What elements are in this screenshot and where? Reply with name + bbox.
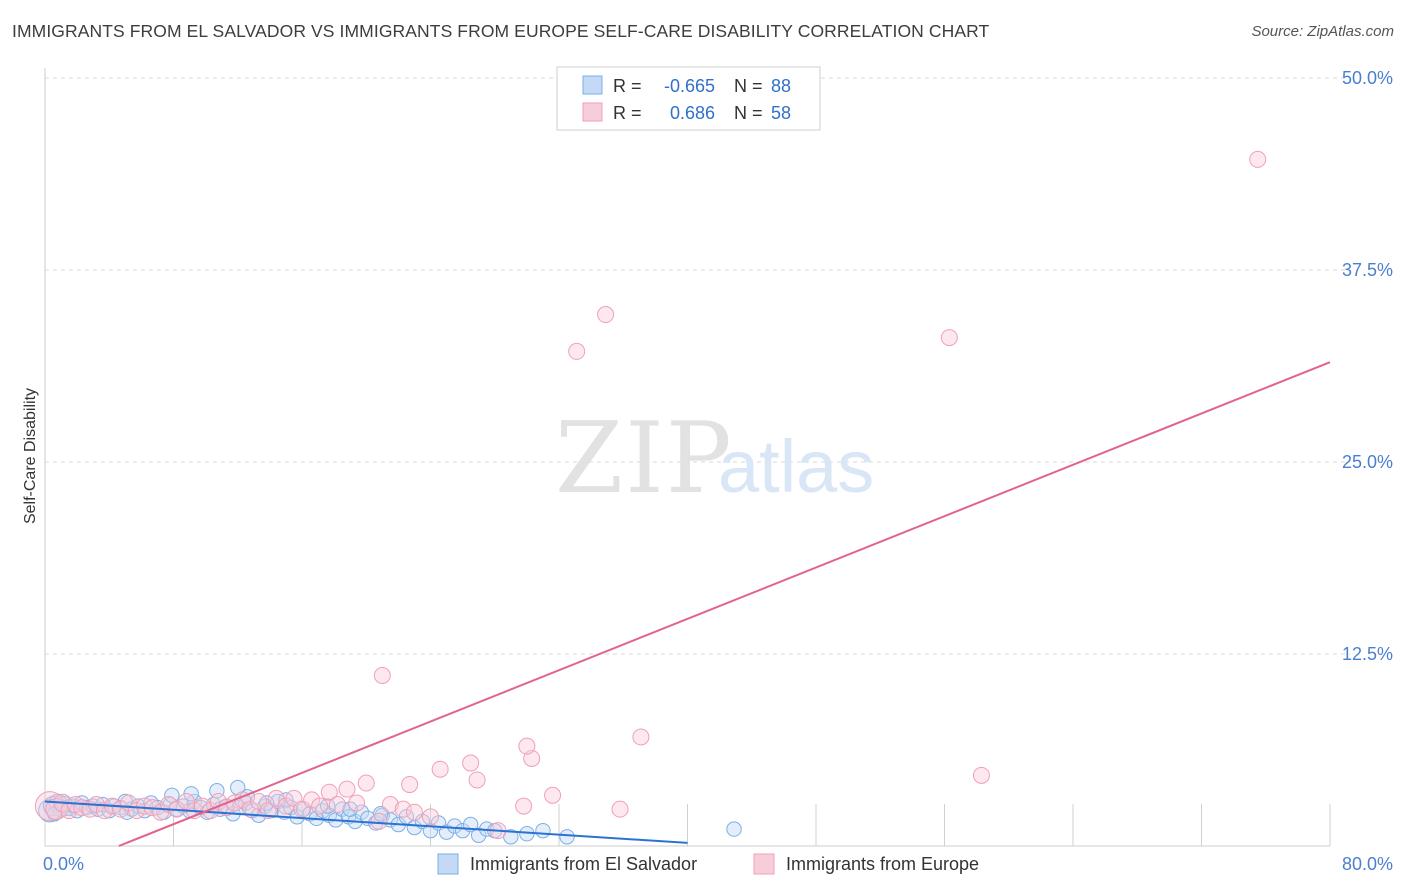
data-point (401, 776, 419, 794)
data-point (422, 808, 439, 826)
data-point (454, 822, 471, 839)
data-point (468, 771, 486, 789)
series-legend-swatch-blue (437, 853, 459, 875)
series-legend: Immigrants from El Salvador Immigrants f… (437, 853, 979, 875)
y-tick-label: 25.0% (1342, 452, 1393, 472)
trend-line-europe (118, 361, 1331, 847)
data-point (311, 797, 329, 815)
legend-swatch-blue (582, 75, 603, 95)
data-point (431, 760, 449, 778)
watermark-atlas: atlas (718, 425, 874, 508)
x-tick-label: 0.0% (43, 854, 84, 874)
stats-legend: R = -0.665 N = 88 R = 0.686 N = 58 (556, 66, 821, 131)
data-point (1249, 150, 1267, 168)
trend-lines (44, 361, 1331, 847)
legend-n-value-pink: 58 (771, 103, 791, 123)
legend-swatch-pink (582, 102, 603, 122)
data-point (320, 783, 338, 801)
y-axis-label: Self-Care Disability (22, 388, 39, 524)
data-point (373, 667, 391, 685)
y-tick-labels: 12.5% 25.0% 37.5% 50.0% (1342, 68, 1393, 664)
legend-n-label-pink: N = (734, 103, 763, 123)
data-point (381, 796, 399, 814)
data-point (535, 822, 551, 839)
data-point (940, 329, 958, 347)
trend-line-el-salvador (44, 800, 688, 844)
data-point (470, 827, 487, 843)
data-point (357, 774, 375, 792)
data-point (328, 796, 346, 814)
x-tick-labels: 0.0% 80.0% (43, 854, 1393, 874)
axes (44, 68, 1331, 847)
x-tick-label: 80.0% (1342, 854, 1393, 874)
legend-r-value-blue: -0.665 (664, 76, 715, 96)
data-point (611, 800, 629, 818)
data-point (568, 342, 586, 360)
data-point (338, 780, 356, 798)
data-point (348, 794, 366, 812)
legend-n-label-blue: N = (734, 76, 763, 96)
data-point (209, 783, 225, 799)
data-point (632, 728, 650, 746)
series-legend-label-pink: Immigrants from Europe (786, 854, 979, 874)
y-tick-label: 37.5% (1342, 260, 1393, 280)
series-legend-swatch-pink (753, 853, 775, 875)
data-point (394, 800, 412, 818)
data-point (559, 829, 575, 845)
source-credit: Source: ZipAtlas.com (1251, 23, 1394, 40)
y-tick-label: 12.5% (1342, 644, 1393, 664)
watermark-zip: ZIP (555, 402, 734, 516)
series-legend-label-blue: Immigrants from El Salvador (470, 854, 697, 874)
legend-r-label-pink: R = (613, 103, 642, 123)
data-point (972, 766, 990, 784)
chart-title: IMMIGRANTS FROM EL SALVADOR VS IMMIGRANT… (12, 21, 990, 41)
series-europe-points (34, 150, 1267, 840)
data-point (597, 306, 615, 324)
legend-n-value-blue: 88 (771, 76, 791, 96)
data-point (518, 737, 536, 755)
legend-r-value-pink: 0.686 (670, 103, 715, 123)
data-point (462, 754, 480, 772)
data-point (230, 779, 246, 796)
data-point (446, 818, 463, 834)
grid-lines (45, 77, 1350, 655)
data-point (342, 801, 358, 817)
y-tick-label: 50.0% (1342, 68, 1393, 88)
legend-r-label-blue: R = (613, 76, 642, 96)
data-point (515, 797, 533, 815)
data-point (370, 812, 388, 830)
data-point (726, 821, 742, 837)
data-point (405, 803, 423, 821)
data-point (544, 786, 562, 804)
